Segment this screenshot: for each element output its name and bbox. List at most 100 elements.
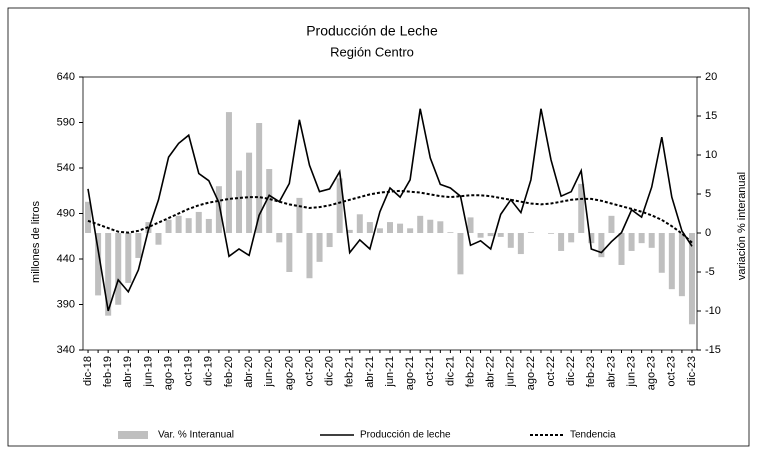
bar xyxy=(387,222,393,233)
y-tick-label: 540 xyxy=(57,162,75,174)
bar xyxy=(95,233,102,296)
x-tick-label: jun-22 xyxy=(505,356,517,388)
bar xyxy=(266,169,273,233)
x-tick-label: dic-21 xyxy=(444,356,456,386)
y-tick-label: 490 xyxy=(57,207,75,219)
bar xyxy=(638,233,645,244)
bar xyxy=(185,218,192,233)
bar xyxy=(276,233,283,243)
bar xyxy=(497,233,504,237)
bar xyxy=(85,201,92,233)
x-tick-label: feb-22 xyxy=(464,356,476,387)
bar xyxy=(306,233,313,279)
bar xyxy=(618,233,625,265)
y2-tick-label: 10 xyxy=(705,149,717,161)
y2-tick-label: 20 xyxy=(705,71,717,83)
bar xyxy=(608,215,615,233)
bar xyxy=(598,233,605,258)
bar xyxy=(628,233,635,251)
legend-swatch xyxy=(118,431,148,439)
bar xyxy=(447,232,454,233)
x-tick-label: ago-20 xyxy=(283,356,295,390)
x-tick-label: oct-19 xyxy=(183,356,195,387)
bar xyxy=(356,214,363,233)
y-tick-label: 390 xyxy=(57,298,75,310)
x-tick-label: dic-19 xyxy=(203,356,215,386)
bar xyxy=(326,233,333,248)
y2-axis-label: variación % interanual xyxy=(736,172,748,280)
x-tick-label: feb-23 xyxy=(585,356,597,387)
y2-tick-label: 5 xyxy=(705,188,711,200)
bar xyxy=(376,228,383,233)
bar xyxy=(678,233,685,297)
bar xyxy=(527,232,534,233)
bar xyxy=(457,233,464,275)
x-tick-label: jun-23 xyxy=(625,356,637,388)
bar xyxy=(236,170,243,233)
x-tick-label: ago-21 xyxy=(404,356,416,390)
bar xyxy=(658,233,665,273)
x-tick-label: dic-22 xyxy=(565,356,577,386)
y-tick-label: 640 xyxy=(57,71,75,83)
x-tick-label: ago-23 xyxy=(646,356,658,390)
bar xyxy=(346,229,353,233)
bar xyxy=(548,233,555,234)
bar xyxy=(507,233,514,248)
bar xyxy=(688,233,695,325)
bar xyxy=(175,215,182,233)
bar xyxy=(366,222,373,233)
x-tick-label: oct-20 xyxy=(303,356,315,387)
y2-tick-label: -5 xyxy=(705,266,715,278)
bar xyxy=(125,233,132,283)
bar xyxy=(558,233,565,251)
bar xyxy=(437,221,444,233)
x-tick-label: dic-20 xyxy=(324,356,336,386)
x-tick-label: oct-23 xyxy=(666,356,678,387)
bar xyxy=(427,219,434,233)
x-tick-label: feb-20 xyxy=(223,356,235,387)
x-tick-label: dic-18 xyxy=(82,356,94,386)
y2-tick-label: -10 xyxy=(705,305,721,317)
bar xyxy=(195,211,202,233)
bar xyxy=(417,215,424,233)
x-tick-label: ago-22 xyxy=(525,356,537,390)
x-tick-label: feb-21 xyxy=(344,356,356,387)
bar xyxy=(397,223,404,233)
x-tick-label: abr-19 xyxy=(122,356,134,388)
x-tick-label: oct-21 xyxy=(424,356,436,387)
bar xyxy=(215,186,222,233)
x-tick-label: abr-22 xyxy=(485,356,497,388)
bar xyxy=(578,183,585,233)
bar xyxy=(648,233,655,248)
bar xyxy=(225,112,232,233)
x-tick-label: oct-22 xyxy=(545,356,557,387)
legend-label: Tendencia xyxy=(570,430,616,441)
x-tick-label: jun-20 xyxy=(263,356,275,388)
y-tick-label: 440 xyxy=(57,253,75,265)
line xyxy=(87,189,693,244)
x-tick-label: abr-21 xyxy=(364,356,376,388)
bar xyxy=(517,233,524,255)
bar xyxy=(477,233,484,238)
chart-title: Producción de Leche xyxy=(306,23,438,39)
y-tick-label: 590 xyxy=(57,116,75,128)
bar xyxy=(105,233,112,316)
bar xyxy=(296,197,303,233)
bar xyxy=(205,218,212,233)
y2-tick-label: -15 xyxy=(705,344,721,356)
x-tick-label: dic-23 xyxy=(686,356,698,386)
bar xyxy=(165,219,172,233)
y2-tick-label: 0 xyxy=(705,227,711,239)
y2-tick-label: 15 xyxy=(705,110,717,122)
bar xyxy=(588,233,595,244)
legend-label: Producción de leche xyxy=(360,430,451,441)
bar xyxy=(487,233,494,237)
bar xyxy=(135,233,142,258)
x-tick-label: ago-19 xyxy=(162,356,174,390)
bar xyxy=(568,233,575,243)
legend-label: Var. % Interanual xyxy=(158,430,234,441)
bar xyxy=(246,152,253,233)
y-axis-label: millones de litros xyxy=(30,201,42,283)
bar xyxy=(467,217,474,233)
